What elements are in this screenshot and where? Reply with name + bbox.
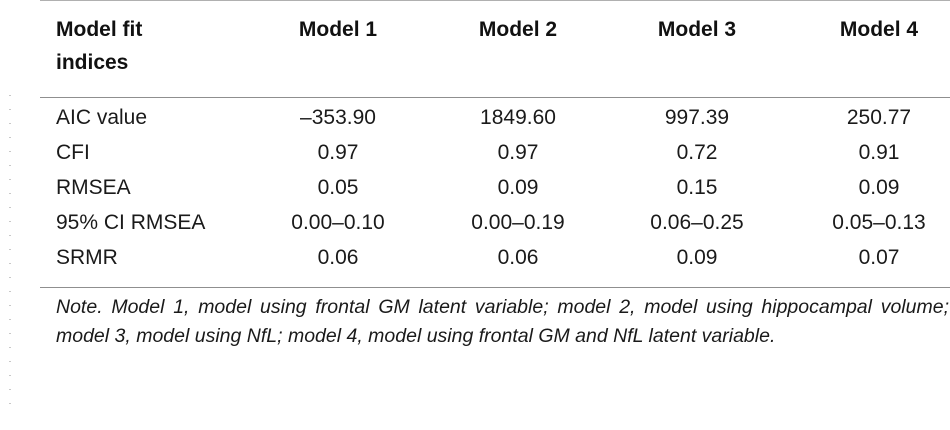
- cell-model-2: 0.06: [497, 246, 539, 269]
- cell-model-2: 0.09: [497, 176, 539, 199]
- table-row-aic: AIC value –353.90 1849.60 997.39 250.77: [40, 101, 950, 135]
- cell-model-3: 0.06–0.25: [650, 211, 744, 234]
- row-label: 95% CI RMSEA: [56, 211, 206, 234]
- page-edge-dashes: [9, 95, 11, 405]
- header-model-1: Model 1: [298, 18, 378, 41]
- table-row-srmr: SRMR 0.06 0.06 0.09 0.07: [40, 241, 950, 275]
- table-bottom-rule: [40, 287, 950, 288]
- table-top-rule: [40, 0, 950, 1]
- row-label: RMSEA: [56, 176, 131, 199]
- cell-model-2: 1849.60: [480, 106, 556, 129]
- header-model-4: Model 4: [839, 18, 919, 41]
- header-model-fit-indices: Model fit indices: [56, 18, 143, 74]
- cell-model-2: 0.00–0.19: [471, 211, 565, 234]
- table-row-rmsea: RMSEA 0.05 0.09 0.15 0.09: [40, 171, 950, 205]
- row-label: CFI: [56, 141, 90, 164]
- cell-model-3: 0.09: [676, 246, 718, 269]
- table-row-cfi: CFI 0.97 0.97 0.72 0.91: [40, 136, 950, 170]
- cell-model-4: 0.07: [858, 246, 900, 269]
- model-fit-table: Model fit indices Model 1 Model 2 Model …: [40, 0, 950, 430]
- cell-model-2: 0.97: [497, 141, 539, 164]
- cell-model-1: 0.06: [317, 246, 359, 269]
- cell-model-3: 0.72: [676, 141, 718, 164]
- table-note: Note. Model 1, model using frontal GM la…: [56, 296, 949, 347]
- cell-model-3: 0.15: [676, 176, 718, 199]
- cell-model-1: 0.97: [317, 141, 359, 164]
- table-row-95-ci-rmsea: 95% CI RMSEA 0.00–0.10 0.00–0.19 0.06–0.…: [40, 206, 950, 240]
- cell-model-4: 0.91: [858, 141, 900, 164]
- cell-model-1: 0.05: [317, 176, 359, 199]
- row-label: AIC value: [56, 106, 148, 129]
- header-rule: [40, 97, 950, 98]
- cell-model-4: 0.09: [858, 176, 900, 199]
- header-model-2: Model 2: [478, 18, 558, 41]
- cell-model-4: 0.05–0.13: [832, 211, 926, 234]
- cell-model-3: 997.39: [664, 106, 730, 129]
- header-model-3: Model 3: [657, 18, 737, 41]
- cell-model-1: –353.90: [300, 106, 376, 129]
- row-label: SRMR: [56, 246, 118, 269]
- cell-model-4: 250.77: [846, 106, 912, 129]
- cell-model-1: 0.00–0.10: [291, 211, 385, 234]
